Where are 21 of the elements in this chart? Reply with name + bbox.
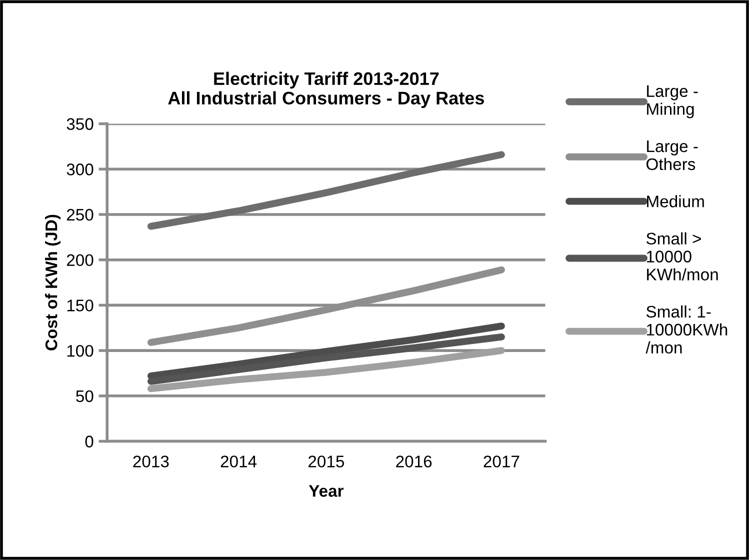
x-tick-label: 2015 — [308, 456, 344, 468]
x-tick-label: 2017 — [484, 456, 520, 468]
y-axis-title: Cost of KWh (JD) — [45, 214, 61, 350]
legend-label: Small: 1- 10000KWh /mon — [646, 305, 728, 354]
x-tick-label: 2016 — [396, 456, 432, 468]
legend-label: Medium — [647, 195, 704, 208]
y-tick-label: 350 — [66, 118, 94, 130]
y-tick-label: 100 — [67, 344, 94, 357]
y-tick-label: 50 — [76, 390, 94, 402]
x-tick-label: 2013 — [133, 456, 169, 468]
legend-label: Large - Mining — [647, 85, 698, 118]
y-tick-label: 0 — [85, 436, 94, 448]
y-tick-label: 150 — [67, 300, 94, 312]
y-tick-label: 250 — [66, 208, 94, 221]
x-axis-title: Year — [308, 485, 344, 497]
chart-title: Electricity Tariff 2013-2017 All Industrial Consumers - Day Rates — [168, 72, 484, 108]
y-tick-label: 300 — [66, 164, 94, 176]
y-tick-label: 200 — [66, 254, 94, 266]
legend-label: Small > 10000 KWh/mon — [646, 232, 718, 280]
legend-label: Large - Others — [646, 140, 698, 170]
x-tick-label: 2014 — [220, 456, 257, 468]
